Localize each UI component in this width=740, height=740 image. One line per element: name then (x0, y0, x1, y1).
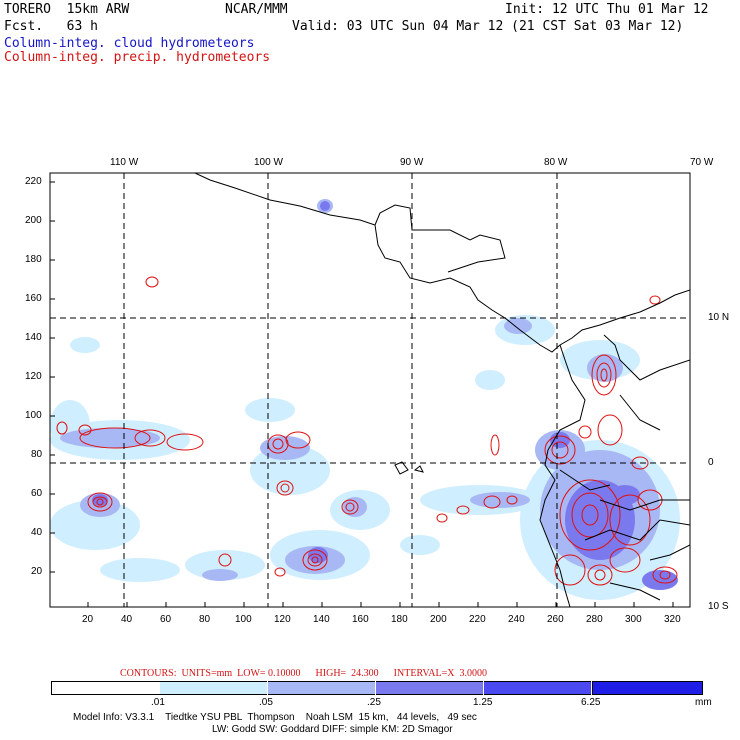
y-tick: 100 (25, 410, 42, 421)
y-tick: 140 (25, 332, 42, 343)
latlon-grid (50, 173, 690, 607)
x-tick: 200 (430, 614, 447, 625)
lon-label-90w: 90 W (400, 157, 424, 168)
lat-label-0: 0 (708, 457, 714, 468)
valid-time: Valid: 03 UTC Sun 04 Mar 12 (21 CST Sat … (292, 19, 684, 34)
x-tick: 280 (586, 614, 603, 625)
map-frame (49, 172, 691, 608)
center-label: NCAR/MMM (225, 2, 288, 17)
forecast-hour: Fcst. 63 h (4, 19, 98, 34)
legend-cell (484, 681, 591, 695)
field-precip-label: Column-integ. precip. hydrometeors (4, 50, 271, 65)
y-tick: 200 (25, 215, 42, 226)
x-tick: 100 (235, 614, 252, 625)
x-tick: 20 (82, 614, 94, 625)
x-tick: 40 (121, 614, 133, 625)
field-cloud-label: Column-integ. cloud hydrometeors (4, 36, 255, 51)
x-tick: 140 (313, 614, 330, 625)
y-tick: 120 (25, 371, 42, 382)
y-tick: 20 (31, 566, 43, 577)
legend-label: .01 (151, 697, 165, 708)
x-tick: 60 (160, 614, 172, 625)
legend-label: 6.25 (581, 697, 601, 708)
x-tick: 180 (391, 614, 408, 625)
x-tick: 80 (199, 614, 211, 625)
y-tick: 80 (31, 449, 43, 460)
lon-label-110w: 110 W (110, 157, 139, 168)
legend-label: .25 (367, 697, 381, 708)
legend-cell (592, 681, 703, 695)
precip-contours (56, 276, 678, 586)
legend-cell (268, 681, 375, 695)
lon-label-100w: 100 W (254, 157, 283, 168)
legend-cell (160, 681, 267, 695)
axis-ticks (50, 181, 674, 607)
x-tick: 300 (625, 614, 642, 625)
model-title: TORERO 15km ARW (4, 2, 130, 17)
lon-label-80w: 80 W (544, 157, 568, 168)
lat-label-10n: 10 N (708, 312, 730, 323)
y-tick: 180 (25, 254, 42, 265)
coastline (194, 173, 690, 607)
x-tick: 260 (547, 614, 564, 625)
contour-info: CONTOURS: UNITS=mm LOW= 0.10000 HIGH= 24… (120, 668, 487, 679)
legend-unit: mm (695, 697, 712, 708)
legend-label: 1.25 (473, 697, 493, 708)
y-tick: 220 (25, 176, 42, 187)
y-tick: 60 (31, 488, 43, 499)
model-info-line2: LW: Godd SW: Goddard DIFF: simple KM: 2D… (212, 724, 453, 735)
lon-label-70w: 70 W (690, 157, 714, 168)
y-tick: 160 (25, 293, 42, 304)
x-tick: 120 (274, 614, 291, 625)
model-info-line1: Model Info: V3.3.1 Tiedtke YSU PBL Thomp… (73, 712, 477, 723)
x-tick: 240 (508, 614, 525, 625)
x-tick: 220 (469, 614, 486, 625)
legend-cell (376, 681, 483, 695)
x-tick: 320 (664, 614, 681, 625)
lat-label-10s: 10 S (708, 601, 729, 612)
init-time: Init: 12 UTC Thu 01 Mar 12 (505, 2, 709, 17)
y-tick: 40 (31, 527, 43, 538)
legend-label: .05 (259, 697, 273, 708)
x-tick: 160 (352, 614, 369, 625)
legend-cell (51, 681, 161, 695)
